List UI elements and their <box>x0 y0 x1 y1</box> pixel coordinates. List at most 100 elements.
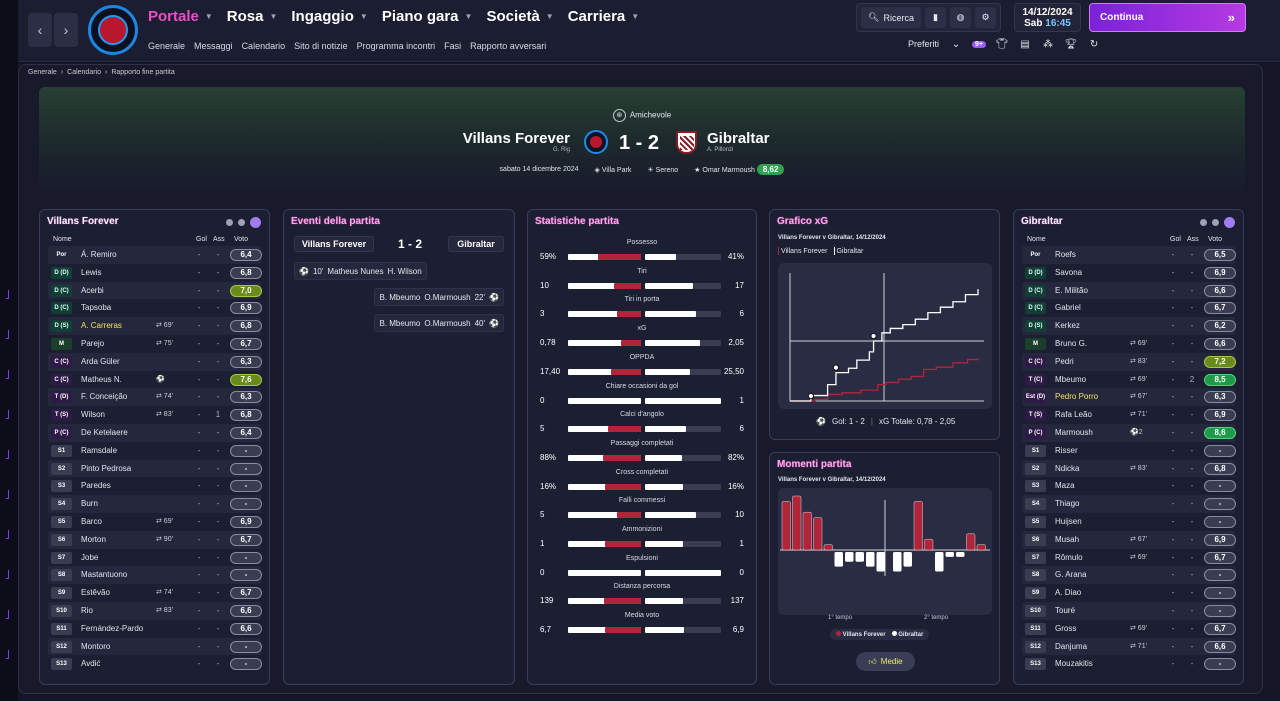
settings-button[interactable]: ⚙ <box>975 7 996 28</box>
player-name[interactable]: Morton <box>81 534 106 544</box>
table-row[interactable]: S6 Morton ⇄ 90' - -6,7 <box>48 530 262 549</box>
player-name[interactable]: Savona <box>1055 267 1083 277</box>
table-row[interactable]: C (C) Matheus N. ⚽ - -7,6 <box>48 371 262 389</box>
table-row[interactable]: S7 Jobe - - - <box>48 549 262 567</box>
table-row[interactable]: S1 Risser - - - <box>1022 442 1236 460</box>
player-name[interactable]: Jobe <box>81 552 99 562</box>
table-row[interactable]: S3 Maza - - - <box>1022 477 1236 495</box>
search-button[interactable]: 🔍︎ Ricerca <box>861 7 921 28</box>
events-home-team[interactable]: Villans Forever <box>294 236 374 252</box>
player-name[interactable]: Gross <box>1055 623 1077 633</box>
continue-button[interactable]: Continua » <box>1089 3 1246 32</box>
table-row[interactable]: S9 Estêvão ⇄ 74' - -6,7 <box>48 584 262 602</box>
table-row[interactable]: D (C) Tapsoba - -6,9 <box>48 299 262 317</box>
bookmark-button[interactable]: ▮ <box>925 7 946 28</box>
player-name[interactable]: A. Carreras <box>81 321 122 331</box>
player-name[interactable]: Maza <box>1055 481 1075 491</box>
table-row[interactable]: S12 Danjuma ⇄ 71' - -6,6 <box>1022 637 1236 656</box>
table-row[interactable]: D (S) Kerkez - -6,2 <box>1022 317 1236 335</box>
player-name[interactable]: Arda Güler <box>81 356 120 366</box>
player-name[interactable]: Acerbi <box>81 285 104 295</box>
nav-item-5[interactable]: Carriera ▼ <box>568 8 639 25</box>
chevron-down-icon[interactable]: ⌄ <box>951 38 961 50</box>
table-row[interactable]: S11 Gross ⇄ 69' - -6,7 <box>1022 620 1236 638</box>
player-name[interactable]: Lewis <box>81 267 102 277</box>
player-name[interactable]: Thiago <box>1055 499 1080 509</box>
nav-item-1[interactable]: Rosa ▼ <box>227 8 278 25</box>
player-name[interactable]: Rafa Leão <box>1055 410 1092 420</box>
averages-button[interactable]: 👍︎ Medie <box>856 652 915 671</box>
player-name[interactable]: De Ketelaere <box>81 427 128 437</box>
player-name[interactable]: Rômulo <box>1055 552 1083 562</box>
player-name[interactable]: Kerkez <box>1055 321 1080 331</box>
player-name[interactable]: Risser <box>1055 445 1078 455</box>
panel-view-toggle[interactable] <box>226 217 261 228</box>
player-name[interactable]: E. Militão <box>1055 285 1088 295</box>
event-row[interactable]: B. Mbeumo O.Marmoush 40' ⚽ <box>374 314 504 332</box>
player-name[interactable]: Fernández-Pardo <box>81 623 144 633</box>
forward-button[interactable]: › <box>54 13 78 47</box>
table-row[interactable]: S7 Rômulo ⇄ 69' - -6,7 <box>1022 549 1236 567</box>
table-row[interactable]: S2 Pinto Pedrosa - - - <box>48 459 262 478</box>
subnav-item-4[interactable]: Programma incontri <box>356 41 436 51</box>
table-row[interactable]: P (C) De Ketelaere - -6,4 <box>48 423 262 442</box>
table-row[interactable]: S5 Barco ⇄ 69' - -6,9 <box>48 513 262 531</box>
table-row[interactable]: S10 Rio ⇄ 83' - -6,6 <box>48 601 262 620</box>
player-name[interactable]: Estêvão <box>81 588 110 598</box>
player-name[interactable]: Matheus N. <box>81 374 122 384</box>
table-row[interactable]: S4 Burn - - - <box>48 495 262 513</box>
away-team[interactable]: Gibraltar A. Pillonzi <box>707 130 770 153</box>
player-name[interactable]: Huijsen <box>1055 516 1082 526</box>
player-name[interactable]: G. Arana <box>1055 570 1087 580</box>
table-row[interactable]: T (C) Mbeumo ⇄ 69' - 2 8,5 <box>1022 371 1236 389</box>
table-row[interactable]: S10 Touré - - - <box>1022 601 1236 620</box>
subnav-item-2[interactable]: Calendario <box>241 41 286 51</box>
events-away-team[interactable]: Gibraltar <box>448 236 504 252</box>
table-row[interactable]: S12 Montoro - - - <box>48 637 262 656</box>
table-row[interactable]: D (S) A. Carreras ⇄ 69' - -6,8 <box>48 317 262 335</box>
tactics-icon[interactable]: ⁂ <box>1043 38 1054 50</box>
player-of-match[interactable]: ★ Omar Marmoush 8,62 <box>694 164 785 175</box>
table-row[interactable]: C (C) Pedri ⇄ 83' - -7,2 <box>1022 352 1236 371</box>
player-name[interactable]: Montoro <box>81 641 111 651</box>
table-row[interactable]: T (D) F. Conceição ⇄ 74' - -6,3 <box>48 388 262 407</box>
club-crest[interactable] <box>88 5 138 55</box>
trophy-icon[interactable]: 🏆︎ <box>1064 38 1078 50</box>
panel-view-toggle[interactable] <box>1200 217 1235 228</box>
player-name[interactable]: Roefs <box>1055 250 1076 259</box>
player-name[interactable]: A. Diao <box>1055 588 1082 598</box>
table-row[interactable]: S11 Fernández-Pardo - -6,6 <box>48 620 262 638</box>
player-name[interactable]: Tapsoba <box>81 303 112 313</box>
player-name[interactable]: Gabriel <box>1055 303 1081 313</box>
table-row[interactable]: S5 Huijsen - - - <box>1022 513 1236 531</box>
table-row[interactable]: S4 Thiago - - - <box>1022 495 1236 513</box>
player-name[interactable]: Danjuma <box>1055 641 1088 651</box>
nav-item-2[interactable]: Ingaggio ▼ <box>291 8 367 25</box>
table-row[interactable]: Por Roefs - - 6,5 <box>1022 246 1236 264</box>
table-row[interactable]: D (C) Gabriel - -6,7 <box>1022 299 1236 317</box>
table-row[interactable]: P (C) Marmoush ⚽2- -8,6 <box>1022 423 1236 442</box>
player-name[interactable]: Burn <box>81 499 98 509</box>
table-row[interactable]: S13 Mouzakitis - - - <box>1022 655 1236 673</box>
table-row[interactable]: D (C) E. Militão - -6,6 <box>1022 281 1236 300</box>
player-name[interactable]: Marmoush <box>1055 427 1093 437</box>
player-name[interactable]: Musah <box>1055 534 1080 544</box>
player-name[interactable]: Pinto Pedrosa <box>81 463 132 473</box>
player-name[interactable]: Á. Remiro <box>81 250 117 259</box>
subnav-item-6[interactable]: Rapporto avversari <box>470 41 547 51</box>
table-row[interactable]: T (S) Rafa Leão ⇄ 71' - -6,9 <box>1022 406 1236 424</box>
table-row[interactable]: S8 Mastantuono - - - <box>48 566 262 585</box>
table-row[interactable]: D (D) Lewis - -6,8 <box>48 264 262 282</box>
breadcrumb-generale[interactable]: Generale <box>28 69 57 76</box>
globe-button[interactable]: ◍ <box>950 7 971 28</box>
subnav-item-5[interactable]: Fasi <box>444 41 462 51</box>
favorites-label[interactable]: Preferiti <box>908 39 940 49</box>
player-name[interactable]: Mouzakitis <box>1055 659 1093 669</box>
player-name[interactable]: Bruno G. <box>1055 338 1088 348</box>
inbox-icon[interactable]: 9+ <box>972 38 987 50</box>
player-name[interactable]: Pedri <box>1055 356 1074 366</box>
table-row[interactable]: S3 Paredes - - - <box>48 477 262 495</box>
breadcrumb-calendario[interactable]: Calendario <box>67 69 101 76</box>
table-row[interactable]: S9 A. Diao - - - <box>1022 584 1236 602</box>
game-date[interactable]: 14/12/2024 Sab 16:45 <box>1014 3 1081 32</box>
